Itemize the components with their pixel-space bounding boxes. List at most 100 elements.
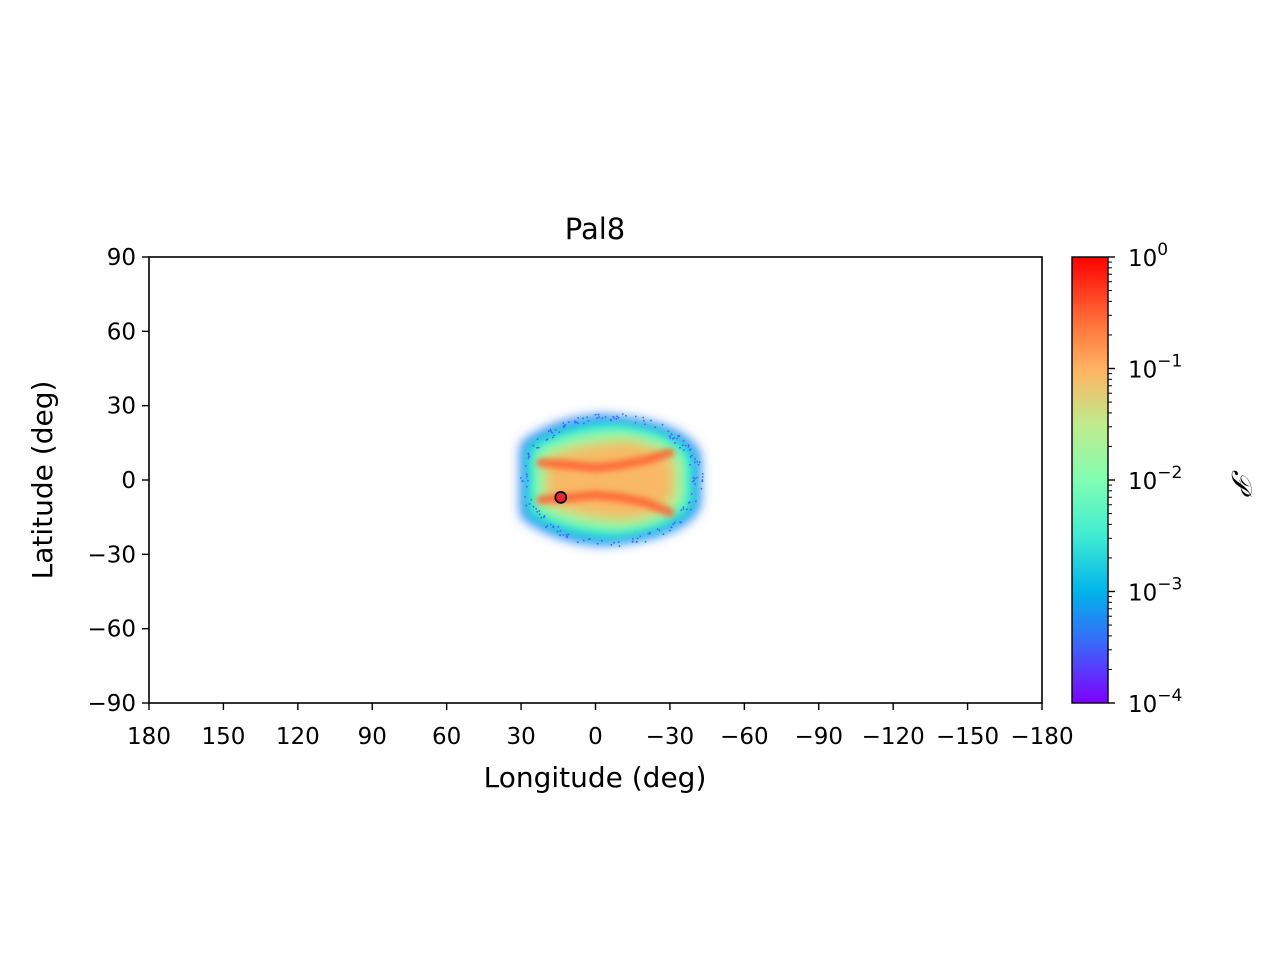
y-tick-label: −30 <box>87 542 136 568</box>
outskirt-point <box>701 473 704 475</box>
y-tick-label: 90 <box>107 245 136 271</box>
outskirt-point <box>583 422 585 425</box>
outskirt-point <box>574 421 577 424</box>
outskirt-point <box>538 513 541 516</box>
outskirt-point <box>662 533 665 536</box>
x-tick-label: −180 <box>1010 724 1073 750</box>
outskirt-point <box>524 496 526 498</box>
outskirt-point <box>551 436 554 439</box>
y-tick-label: 30 <box>107 394 136 420</box>
outskirt-point <box>536 438 539 441</box>
outskirt-point <box>553 434 555 437</box>
outskirt-point <box>650 419 652 422</box>
outskirt-point <box>635 540 638 543</box>
y-tick-label: 60 <box>107 319 136 345</box>
x-axis-label: Longitude (deg) <box>484 761 707 794</box>
colorbar-gradient <box>1071 256 1109 704</box>
outskirt-point <box>644 540 647 543</box>
x-tick-label: 30 <box>506 724 535 750</box>
outskirt-point <box>682 440 685 442</box>
outskirt-point <box>530 499 532 501</box>
outskirt-point <box>687 502 690 504</box>
outskirt-point <box>634 421 637 424</box>
outskirt-point <box>643 420 645 422</box>
outskirt-point <box>696 476 698 479</box>
outskirt-point <box>667 430 670 433</box>
outskirt-point <box>676 437 679 440</box>
outskirt-point <box>596 417 598 420</box>
colorbar-tick-label: 10−2 <box>1128 463 1182 495</box>
outskirt-point <box>621 413 624 415</box>
outskirt-point <box>546 438 549 440</box>
colorbar-tick-label: 100 <box>1128 240 1168 272</box>
outskirt-point <box>617 416 620 419</box>
outskirt-point <box>562 426 565 429</box>
outskirt-point <box>669 437 672 439</box>
outskirt-point <box>565 534 568 536</box>
outskirt-point <box>625 414 627 417</box>
outskirt-point <box>596 542 599 545</box>
outskirt-point <box>565 535 568 538</box>
x-tick-label: 0 <box>588 724 603 750</box>
outskirt-point <box>545 526 547 528</box>
outskirt-point <box>681 444 684 447</box>
outskirt-point <box>654 426 656 429</box>
x-axis: 180 150 120 90 60 30 0 −30 −60 −90 −120 −150 −180 <box>127 703 1074 750</box>
outskirt-point <box>632 538 634 540</box>
outskirt-point <box>536 446 538 449</box>
outskirt-point <box>677 434 680 437</box>
outskirt-point <box>631 541 634 543</box>
x-tick-label: 90 <box>358 724 387 750</box>
outskirt-point <box>670 526 673 529</box>
outskirt-point <box>647 532 650 535</box>
outskirt-point <box>532 505 535 508</box>
outskirt-point <box>582 539 585 542</box>
outskirt-point <box>532 444 535 447</box>
outskirt-point <box>600 539 603 542</box>
outskirt-point <box>527 452 530 455</box>
stream-track-1 <box>536 448 675 473</box>
outskirt-point <box>694 483 696 485</box>
outskirt-point <box>543 514 546 517</box>
outskirt-point <box>524 465 527 467</box>
x-tick-label: −150 <box>936 724 999 750</box>
outskirt-point <box>670 433 673 436</box>
outskirt-point <box>689 463 691 466</box>
outskirt-point <box>687 446 690 448</box>
outskirt-point <box>644 423 646 426</box>
outskirt-point <box>692 476 695 479</box>
outskirt-point <box>694 461 696 464</box>
outskirt-point <box>549 428 552 431</box>
outskirt-point <box>540 516 543 519</box>
x-tick-label: −60 <box>720 724 769 750</box>
outskirt-point <box>700 487 703 490</box>
outskirt-point <box>575 421 578 424</box>
outskirt-point <box>557 525 560 528</box>
outskirt-point <box>562 534 565 536</box>
colorbar: 100 10−1 10−2 10−3 10−4 𝒫 <box>1071 240 1258 718</box>
outskirt-point <box>701 476 704 478</box>
outskirt-point <box>691 480 694 483</box>
outskirt-point <box>696 460 699 463</box>
outskirt-point <box>680 521 683 524</box>
y-tick-label: 0 <box>121 468 136 494</box>
outskirt-point <box>562 422 565 424</box>
outskirt-point <box>567 421 570 423</box>
outskirt-point <box>615 417 618 420</box>
outskirt-point <box>598 416 600 418</box>
outskirt-point <box>656 528 659 531</box>
outskirt-point <box>546 525 549 527</box>
outskirt-point <box>618 545 621 547</box>
outskirt-point <box>687 444 690 447</box>
outskirt-point <box>636 537 639 540</box>
outskirt-point <box>617 541 620 543</box>
outskirt-point <box>525 485 528 488</box>
outskirt-point <box>527 479 529 482</box>
outskirt-point <box>552 526 555 528</box>
chart-title: Pal8 <box>565 212 625 246</box>
outskirt-points <box>520 413 704 547</box>
outskirt-point <box>682 506 685 509</box>
outskirt-point <box>549 523 552 526</box>
plot-area <box>520 413 704 547</box>
outskirt-point <box>551 431 553 434</box>
